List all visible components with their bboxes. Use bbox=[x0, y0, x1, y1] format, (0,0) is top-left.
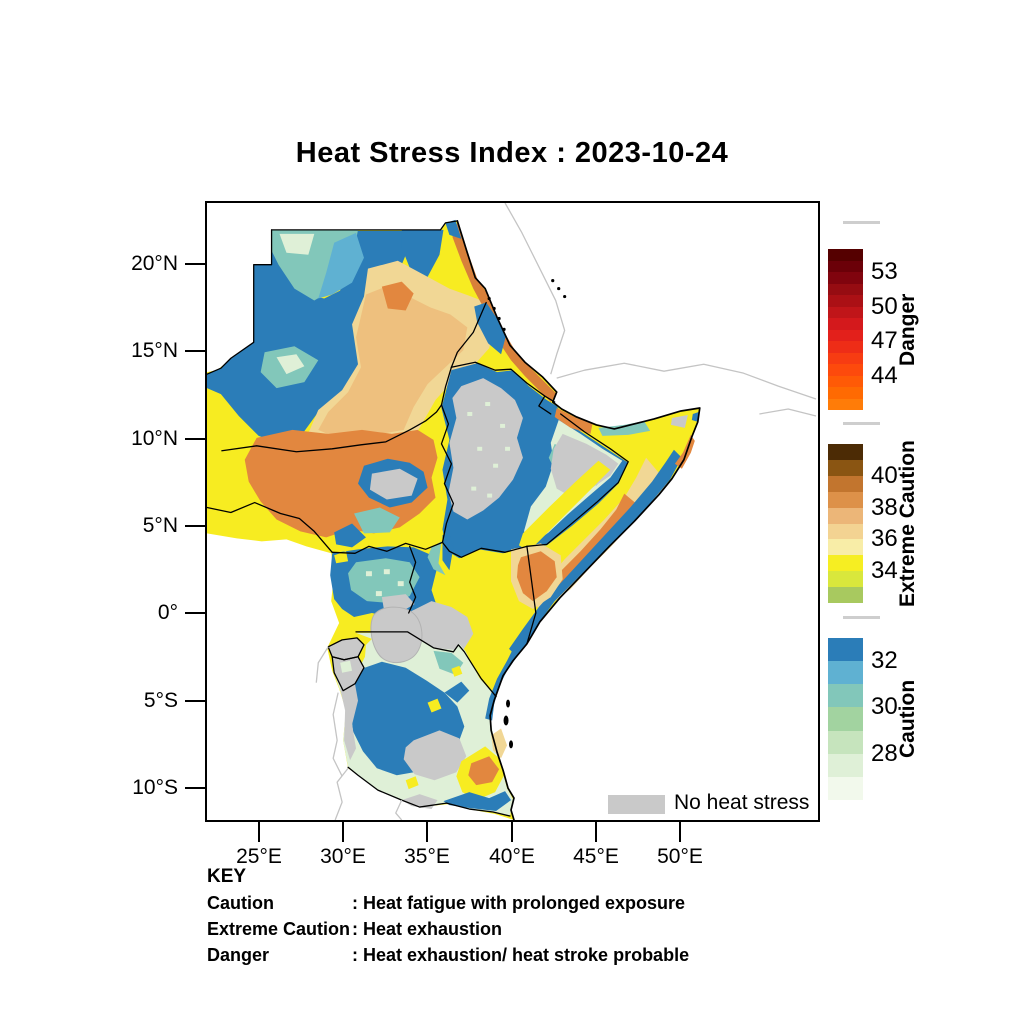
tiny-caption-artifact bbox=[843, 221, 880, 224]
y-tick bbox=[185, 438, 206, 440]
danger-colorbar-segment bbox=[828, 249, 863, 261]
extreme_caution-scale-value: 38 bbox=[871, 493, 898, 521]
key-term: Danger bbox=[207, 945, 270, 965]
danger-colorbar-segment bbox=[828, 329, 863, 341]
y-axis-label: 5°N bbox=[142, 514, 178, 537]
coastline-path bbox=[456, 220, 701, 820]
danger-colorbar-segment bbox=[828, 364, 863, 376]
no-heat-stress-label: No heat stress bbox=[674, 791, 810, 814]
extreme_caution-colorbar-segment bbox=[828, 475, 863, 492]
caution-colorbar-segment bbox=[828, 776, 863, 800]
heat-stress-map-canvas bbox=[207, 203, 817, 820]
extreme_caution-scale-value: 40 bbox=[871, 461, 898, 489]
highland-speckles bbox=[467, 402, 511, 498]
heat-regions-layer bbox=[207, 219, 700, 820]
x-axis-label: 35°E bbox=[404, 845, 450, 868]
map-plot-frame bbox=[205, 201, 820, 822]
danger-scale-value: 47 bbox=[871, 327, 898, 354]
danger-colorbar-segment bbox=[828, 295, 863, 307]
key-description: : Heat exhaustion bbox=[352, 919, 503, 939]
no-heat-stress-swatch bbox=[608, 795, 665, 814]
y-axis-label: 5°S bbox=[143, 689, 178, 712]
x-tick bbox=[258, 822, 260, 842]
danger-scale-value: 50 bbox=[871, 292, 898, 320]
y-axis-label: 15°N bbox=[131, 339, 178, 362]
y-tick bbox=[185, 263, 206, 265]
y-tick bbox=[185, 700, 206, 702]
external-boundaries-layer bbox=[315, 203, 817, 820]
caution-colorbar-segment bbox=[828, 753, 863, 777]
key-term: Extreme Caution bbox=[207, 919, 351, 939]
x-axis-label: 25°E bbox=[236, 845, 282, 868]
x-tick bbox=[342, 822, 344, 842]
caution-colorbar-segment bbox=[828, 684, 863, 708]
extreme_caution-colorbar-segment bbox=[828, 507, 863, 524]
danger-colorbar-segment bbox=[828, 387, 863, 399]
tiny-caption-artifact bbox=[843, 422, 880, 425]
extreme_caution-colorbar-segment bbox=[828, 587, 863, 604]
caution-colorbar-segment bbox=[828, 638, 863, 662]
x-axis-label: 40°E bbox=[489, 845, 535, 868]
x-axis-label: 45°E bbox=[573, 845, 619, 868]
x-tick bbox=[595, 822, 597, 842]
y-axis-label: 20°N bbox=[131, 252, 178, 275]
x-tick bbox=[511, 822, 513, 842]
extreme_caution-colorbar-segment bbox=[828, 491, 863, 508]
extreme_caution-scale-value: 36 bbox=[871, 525, 898, 553]
danger-scale-value: 53 bbox=[871, 258, 898, 285]
danger-scale-value: 44 bbox=[871, 361, 898, 389]
extreme-caution-colorbar bbox=[828, 444, 863, 604]
caution-scale-value: 32 bbox=[871, 647, 898, 675]
uganda-speckles bbox=[365, 569, 404, 597]
tanzania-yellow-spots bbox=[405, 665, 463, 790]
danger-colorbar-segment bbox=[828, 341, 863, 353]
caution-scale-value: 30 bbox=[871, 693, 898, 721]
extreme_caution-colorbar-segment bbox=[828, 555, 863, 572]
caution-colorbar-segment bbox=[828, 730, 863, 754]
danger-colorbar-segment bbox=[828, 375, 863, 387]
islands-group bbox=[487, 279, 567, 749]
danger-colorbar-segment bbox=[828, 260, 863, 272]
danger-colorbar-segment bbox=[828, 272, 863, 284]
danger-colorbar-segment bbox=[828, 352, 863, 364]
x-tick bbox=[679, 822, 681, 842]
extreme_caution-colorbar-segment bbox=[828, 571, 863, 588]
tiny-caption-artifact bbox=[843, 616, 880, 619]
danger-colorbar-segment bbox=[828, 283, 863, 295]
extreme_caution-colorbar-segment bbox=[828, 459, 863, 476]
extreme_caution-colorbar-segment bbox=[828, 444, 863, 460]
extreme_caution-scale-value: 34 bbox=[871, 557, 898, 585]
danger-colorbar bbox=[828, 249, 863, 410]
danger-colorbar-segment bbox=[828, 398, 863, 410]
page-title: Heat Stress Index : 2023-10-24 bbox=[295, 137, 729, 169]
key-heading: KEY bbox=[207, 866, 247, 887]
caution-colorbar-segment bbox=[828, 707, 863, 731]
caution-colorbar bbox=[828, 638, 863, 800]
y-tick bbox=[185, 525, 206, 527]
x-axis-label: 30°E bbox=[320, 845, 366, 868]
extreme_caution-colorbar-segment bbox=[828, 523, 863, 540]
y-tick bbox=[185, 787, 206, 789]
key-term: Caution bbox=[207, 893, 274, 913]
x-tick bbox=[426, 822, 428, 842]
y-tick bbox=[185, 612, 206, 614]
y-axis-label: 10°S bbox=[132, 776, 178, 799]
danger-colorbar-segment bbox=[828, 306, 863, 318]
key-description: : Heat fatigue with prolonged exposure bbox=[352, 893, 686, 913]
x-axis-label: 50°E bbox=[657, 845, 703, 868]
caution-colorbar-segment bbox=[828, 661, 863, 685]
caution-scale-value: 28 bbox=[871, 739, 898, 767]
key-description: : Heat exhaustion/ heat stroke probable bbox=[352, 945, 690, 965]
y-tick bbox=[185, 350, 206, 352]
y-axis-label: 0° bbox=[157, 601, 178, 624]
danger-colorbar-segment bbox=[828, 318, 863, 330]
lake-victoria bbox=[370, 606, 423, 663]
country-borders-layer bbox=[207, 220, 629, 817]
y-axis-label: 10°N bbox=[131, 427, 178, 450]
extreme_caution-colorbar-segment bbox=[828, 539, 863, 556]
